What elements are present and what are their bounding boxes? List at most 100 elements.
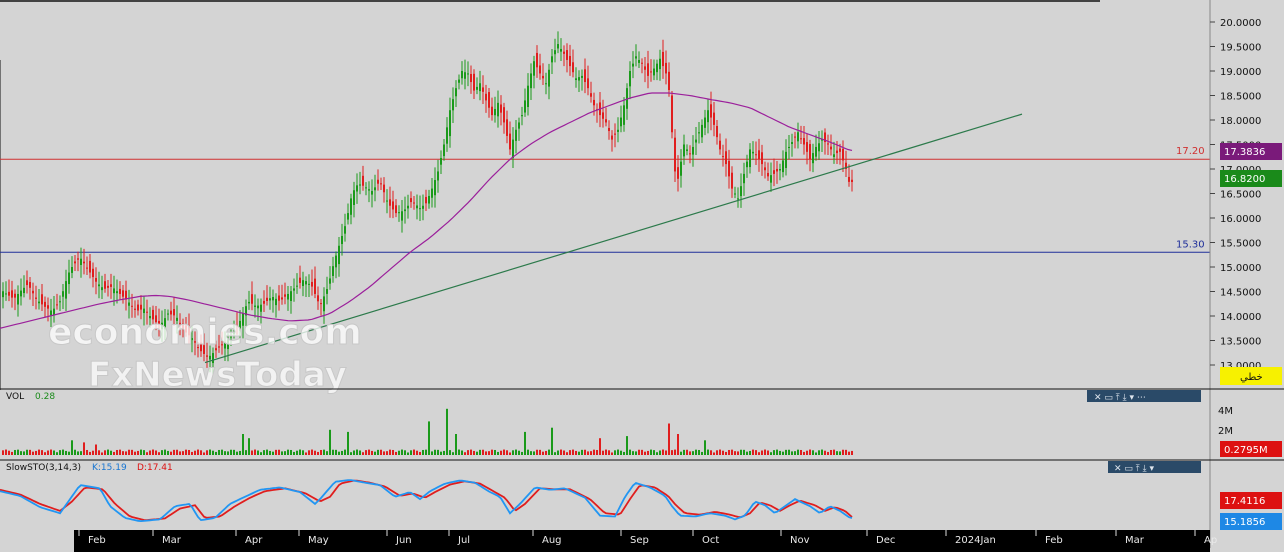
candle-body (386, 200, 388, 202)
candle-body (569, 55, 571, 67)
volume-bar (572, 449, 574, 455)
candle-body (749, 149, 751, 168)
candle-body (185, 325, 187, 333)
candle-body (635, 56, 637, 59)
volume-bar (620, 450, 622, 455)
volume-bar (320, 449, 322, 455)
candle-body (665, 62, 667, 74)
volume-bar (203, 452, 205, 455)
volume-bar (530, 451, 532, 455)
volume-bar (722, 450, 724, 455)
candle-body (86, 267, 88, 269)
volume-bar (47, 450, 49, 455)
volume-bar (752, 449, 754, 455)
volume-bar (335, 449, 337, 455)
candle-body (533, 61, 535, 76)
volume-bar (497, 451, 499, 455)
volume-bar (92, 450, 94, 455)
stoch-pane-toolbar[interactable] (1108, 461, 1201, 473)
candle-body (167, 313, 169, 315)
candle-body (773, 170, 775, 174)
candle-body (143, 308, 145, 314)
volume-pane-toolbar[interactable] (1087, 390, 1201, 402)
volume-bar (74, 449, 76, 455)
price-tick-label: 15.0000 (1220, 263, 1261, 274)
volume-bar (776, 449, 778, 455)
volume-bar (239, 450, 241, 455)
volume-bar (260, 452, 262, 455)
time-axis: Feb Mar Apr May Jun Jul Aug Sep Oct Nov Dec 2024Jan… (74, 530, 1217, 552)
watermark-economies: economies.com (48, 312, 362, 353)
volume-bar (770, 452, 772, 455)
volume-bar (284, 451, 286, 455)
candle-body (473, 73, 475, 91)
volume-bar (32, 451, 34, 455)
moving-average-line (0, 92, 853, 329)
volume-bar (11, 451, 13, 455)
candle-body (293, 288, 295, 291)
stoch-k-tag-text: 15.1856 (1224, 517, 1265, 528)
candle-body (359, 184, 361, 186)
volume-bar (428, 421, 430, 455)
candle-body (431, 188, 433, 198)
candle-body (269, 298, 271, 301)
candle-body (356, 185, 358, 192)
volume-bar (35, 450, 37, 455)
candle-body (179, 322, 181, 324)
candle-body (398, 212, 400, 214)
candle-body (338, 245, 340, 265)
resistance-label: 17.20 (1176, 146, 1205, 157)
volume-bar (566, 452, 568, 455)
candle-body (407, 205, 409, 209)
volume-bar (761, 450, 763, 455)
candle-body (404, 209, 406, 212)
volume-bar (617, 449, 619, 455)
vol-tick-2m: 2M (1218, 426, 1233, 437)
volume-bar (287, 449, 289, 455)
candle-body (476, 86, 478, 90)
volume-bar (596, 449, 598, 455)
candle-body (497, 102, 499, 117)
candle-body (11, 290, 13, 298)
candle-body (110, 284, 112, 287)
volume-bar (677, 434, 679, 455)
volume-bar (560, 449, 562, 455)
volume-bar (584, 449, 586, 455)
stoch-k-label: K:15.19 (92, 463, 127, 473)
candle-body (614, 133, 616, 135)
volume-bar (155, 450, 157, 455)
volume-bar (104, 450, 106, 455)
volume-bar (713, 452, 715, 455)
volume-bar (608, 450, 610, 455)
candle-body (806, 142, 808, 152)
volume-bar (578, 451, 580, 455)
volume-bar (98, 450, 100, 455)
volume-bar (269, 450, 271, 455)
candle-body (200, 342, 202, 352)
candle-body (134, 308, 136, 310)
volume-pane-icons[interactable]: ✕ ▭ ⤒ ⤓ ▾ ⋯ (1094, 393, 1146, 403)
volume-bar (311, 449, 313, 455)
volume-bar (353, 450, 355, 455)
candle-body (503, 107, 505, 123)
candle-body (575, 78, 577, 81)
candle-body (479, 83, 481, 92)
candle-body (41, 294, 43, 305)
volume-bar (821, 449, 823, 455)
volume-bar (389, 449, 391, 455)
candle-body (512, 139, 514, 158)
candle-body (689, 153, 691, 155)
volume-bar (794, 451, 796, 455)
volume-bar (383, 451, 385, 455)
trend-line[interactable] (204, 113, 1023, 364)
volume-bar (116, 449, 118, 455)
stoch-pane-icons[interactable]: ✕ ▭ ⤒ ⤓ ▾ (1114, 464, 1154, 474)
candle-body (695, 139, 697, 143)
candle-body (716, 125, 718, 138)
candle-body (401, 211, 403, 221)
candle-body (80, 258, 82, 265)
line-type-tag[interactable] (1220, 367, 1282, 385)
volume-bar (179, 451, 181, 455)
volume-bar (812, 450, 814, 455)
